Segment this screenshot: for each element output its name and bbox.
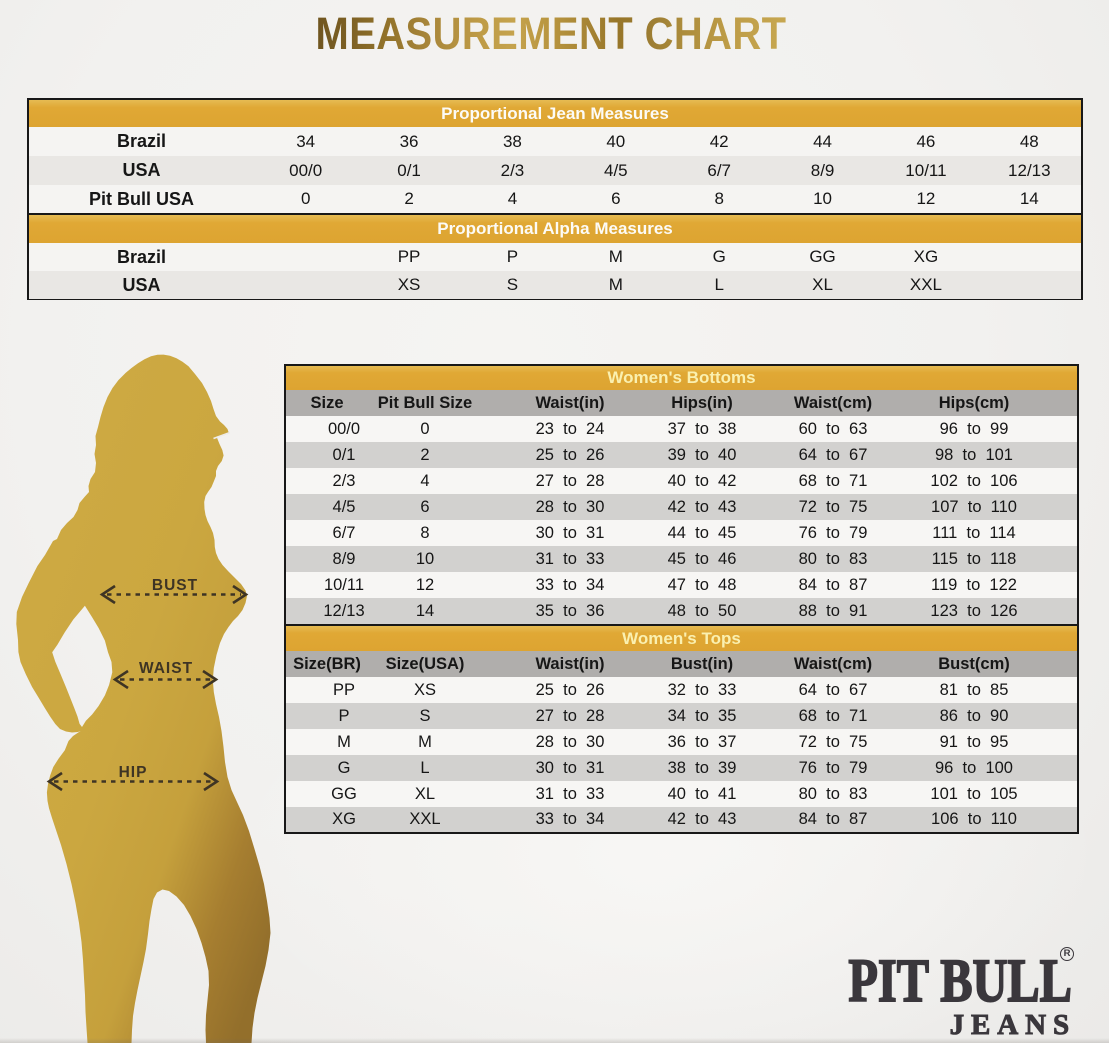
svg-text:HIP: HIP — [119, 764, 148, 781]
svg-text:WAIST: WAIST — [139, 660, 193, 677]
svg-text:BUST: BUST — [152, 577, 198, 594]
